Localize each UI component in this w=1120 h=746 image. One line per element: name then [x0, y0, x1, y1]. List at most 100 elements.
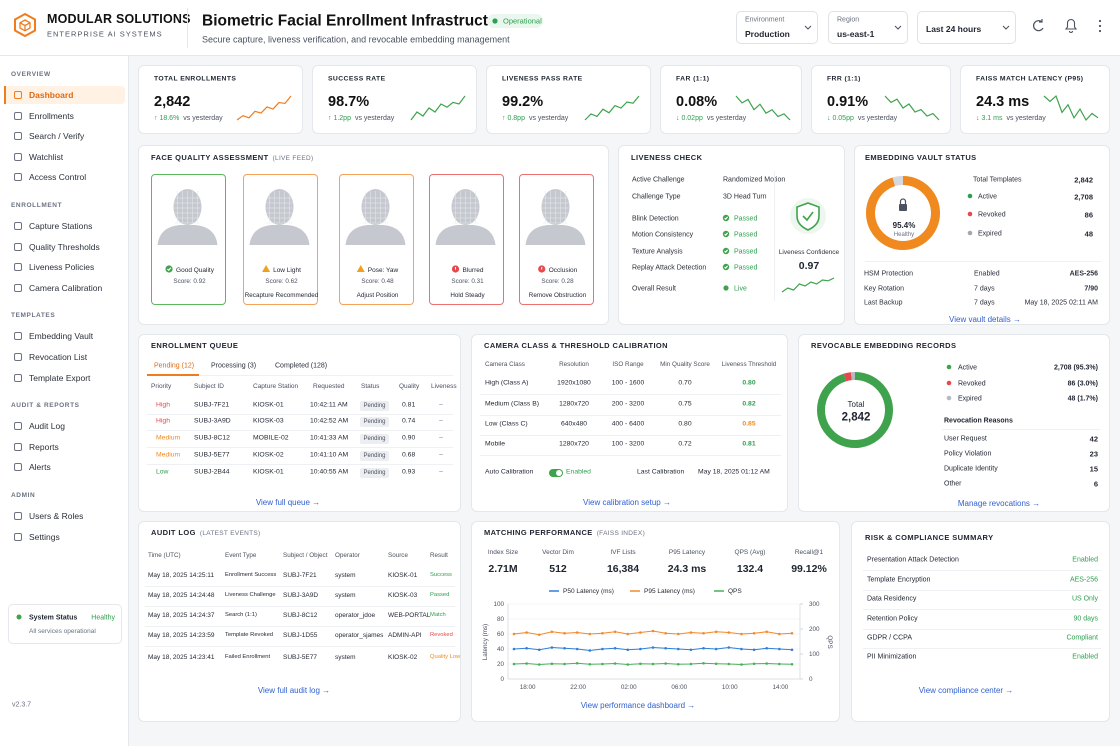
status-icon-space — [165, 266, 173, 274]
check-value: 3D Head Turn — [723, 193, 767, 201]
nav-label: Quality Thresholds — [29, 241, 100, 252]
divider — [145, 606, 455, 607]
filter-value: us-east-1 — [837, 28, 875, 39]
kpi-card: TOTAL ENROLLMENTS 2,842 ↑ 18.6% vs yesterda… — [138, 65, 303, 134]
nav-item[interactable]: Camera Calibration — [4, 279, 125, 297]
status-icon-space — [262, 266, 270, 274]
section-title: Revocation Reasons — [944, 417, 1013, 425]
cell: 200 - 3200 — [611, 400, 645, 408]
status-label: System Status — [29, 614, 78, 622]
link: View vault details → — [949, 315, 1021, 324]
nav-item[interactable]: Reports — [4, 438, 125, 456]
nav-item[interactable]: Revocation List — [4, 348, 125, 366]
face-card: Occlusion Score: 0.28 Remove Obstruction — [519, 174, 594, 305]
confidence-value: 0.97 — [798, 259, 820, 272]
face-card: Low Light Score: 0.62 Recapture Recommende… — [243, 174, 318, 305]
nav-icon — [14, 422, 22, 431]
nav-item[interactable]: Alerts — [4, 458, 125, 476]
status-text: Pose: Yaw — [367, 266, 399, 274]
divider — [147, 430, 453, 431]
nav-item[interactable]: Enrollments — [4, 107, 125, 125]
nav-item[interactable]: Audit Log — [4, 417, 125, 435]
cell: SUBJ-2B44 — [194, 468, 230, 476]
kpi-label: LIVENESS PASS RATE — [502, 75, 583, 83]
vault-panel: EMBEDDING VAULT STATUS 95.4% Healthy Total … — [854, 145, 1110, 325]
column-header: Capture Station — [253, 382, 299, 390]
title-text: MATCHING PERFORMANCE — [484, 528, 593, 537]
revocable-panel: REVOCABLE EMBEDDING RECORDS Total 2,842 Act… — [798, 334, 1110, 512]
setting-label: Last Calibration — [637, 468, 685, 476]
cell: 10:40:55 AM — [310, 468, 349, 476]
link: View calibration setup → — [583, 498, 671, 507]
y2-axis-title: QPS — [826, 635, 834, 649]
tab[interactable]: Pending (12) — [154, 362, 195, 370]
nav-icon — [14, 373, 22, 382]
risk-label: GDPR / CCPA — [867, 634, 912, 642]
compare: vs yesterday — [1006, 115, 1046, 122]
compare: vs yesterday — [528, 115, 569, 122]
nav-item[interactable]: Template Export — [4, 369, 125, 387]
column-header: Min Quality Score — [660, 360, 710, 368]
stat-label: Expired — [978, 230, 1002, 238]
cell: 0.93 — [402, 468, 416, 476]
nav-item[interactable]: Settings — [4, 528, 125, 546]
face-score: Score: 0.92 — [173, 277, 206, 285]
kpi-delta: ↑ 1.2pp vs yesterday — [328, 115, 394, 122]
reason-value: 23 — [1089, 449, 1098, 459]
donut-label: Total — [847, 400, 865, 409]
kpi-card: FRR (1:1) 0.91% ↓ 0.05pp vs yesterday — [811, 65, 951, 134]
health-status: Healthy — [893, 232, 915, 238]
nav-item[interactable]: Watchlist — [4, 148, 125, 166]
nav-item[interactable]: Capture Stations — [4, 217, 125, 235]
nav-icon — [14, 332, 22, 341]
cell: KIOSK-02 — [388, 653, 418, 661]
nav-item[interactable]: Dashboard — [4, 86, 125, 104]
panel-title: ENROLLMENT QUEUE — [151, 341, 238, 350]
face-card: Good Quality Score: 0.92 — [151, 174, 226, 305]
cell: 100 - 1600 — [611, 379, 645, 387]
cell: – — [439, 417, 443, 425]
cell: 1920x1080 — [557, 379, 591, 387]
nav-icon — [14, 442, 22, 451]
status: Pending — [363, 436, 386, 442]
nav-item[interactable]: Access Control — [4, 168, 125, 186]
x-tick-label: 14:00 — [772, 683, 789, 691]
cell: May 18, 2025 14:25:11 — [148, 571, 215, 579]
nav-label: Camera Calibration — [29, 282, 103, 293]
kpi-card: FAR (1:1) 0.08% ↓ 0.02pp vs yesterday — [660, 65, 802, 134]
stat-value: 512 — [549, 562, 567, 575]
toggle[interactable] — [549, 469, 563, 477]
cell: KIOSK-01 — [388, 571, 418, 579]
title-text: FACE QUALITY ASSESSMENT — [151, 153, 269, 162]
filter-label: Environment — [745, 16, 785, 24]
filter-select[interactable]: Environment Production — [736, 11, 818, 44]
y-axis-title: Latency (ms) — [481, 623, 489, 661]
nav-item[interactable]: Users & Roles — [4, 507, 125, 525]
security-label: Key Rotation — [864, 285, 905, 293]
filter-select[interactable]: Last 24 hours — [917, 11, 1016, 44]
filter-select[interactable]: Region us-east-1 — [828, 11, 908, 44]
risk-value: Enabled — [1072, 556, 1098, 564]
nav-item[interactable]: Quality Thresholds — [4, 238, 125, 256]
kpi-delta: ↑ 0.8pp vs yesterday — [502, 115, 568, 122]
tab[interactable]: Completed (128) — [275, 362, 328, 370]
check-label: Active Challenge — [632, 176, 685, 184]
priority: High — [156, 401, 170, 409]
nav-item[interactable]: Embedding Vault — [4, 327, 125, 345]
nav-label: Users & Roles — [29, 510, 84, 521]
nav-item[interactable]: Search / Verify — [4, 127, 125, 145]
tab[interactable]: Processing (3) — [211, 362, 257, 370]
status-pill — [360, 434, 389, 444]
check-value: Passed — [734, 248, 758, 256]
cell: SUBJ-1D55 — [283, 631, 318, 639]
delta: ↑ 1.2pp — [328, 115, 351, 122]
status-text: Operational — [503, 16, 542, 26]
compare: vs yesterday — [706, 115, 747, 122]
active-bar — [4, 86, 6, 104]
nav-item[interactable]: Liveness Policies — [4, 258, 125, 276]
stat-label: Vector Dim — [542, 548, 574, 556]
stat-value: 24.3 ms — [667, 562, 707, 575]
cell: KIOSK-01 — [253, 401, 284, 409]
status-icon-space — [357, 266, 365, 274]
kpi-card: SUCCESS RATE 98.7% ↑ 1.2pp vs yesterday — [312, 65, 477, 134]
